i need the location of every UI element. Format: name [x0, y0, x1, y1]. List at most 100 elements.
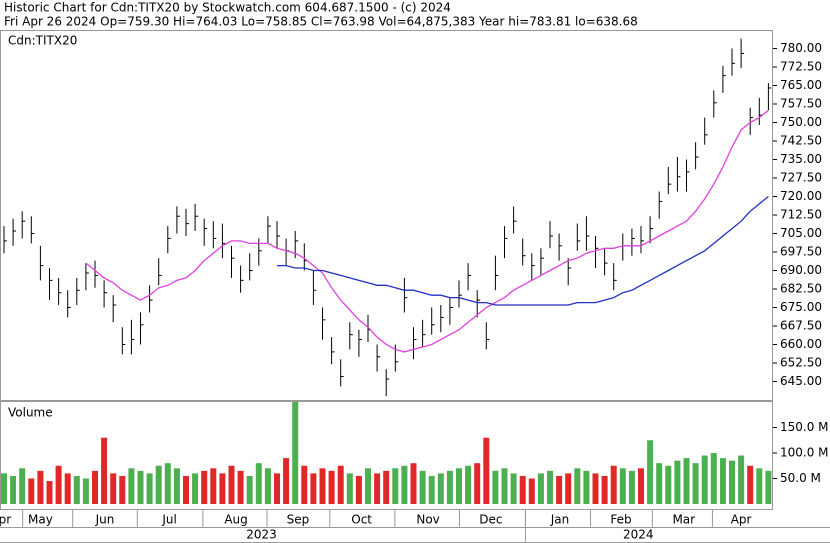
- volume-bar: [610, 465, 617, 504]
- volume-bar: [37, 470, 44, 504]
- symbol-label: Cdn:TITX20: [8, 34, 77, 48]
- volume-bar: [283, 458, 290, 504]
- volume-bar: [365, 468, 371, 504]
- volume-bar: [1, 473, 7, 504]
- volume-bar: [765, 470, 772, 504]
- volume-bar: [55, 465, 62, 504]
- y-tick-label: 742.50: [780, 134, 822, 148]
- chart-title: Historic Chart for Cdn:TITX20 by Stockwa…: [4, 1, 451, 15]
- volume-bar: [82, 478, 89, 504]
- volume-bar: [656, 463, 663, 504]
- volume-bar: [328, 470, 335, 504]
- volume-bar: [292, 402, 299, 504]
- y-tick-label: 765.00: [780, 78, 822, 92]
- volume-bar: [146, 473, 153, 504]
- volume-bar: [483, 437, 490, 504]
- volume-bar: [274, 473, 280, 504]
- y-tick-label: 780.00: [780, 41, 822, 55]
- volume-tick-label: 150.0 M: [780, 420, 829, 434]
- volume-panel: [0, 401, 773, 510]
- y-tick-label: 690.00: [780, 263, 822, 277]
- volume-bar: [756, 468, 763, 504]
- volume-bar: [128, 468, 135, 504]
- y-tick-label: 712.50: [780, 208, 822, 222]
- volume-bar: [719, 458, 726, 504]
- volume-bar: [264, 468, 271, 504]
- volume-bar: [201, 470, 208, 504]
- volume-bar: [665, 465, 672, 504]
- volume-bar: [528, 478, 535, 504]
- volume-bar: [537, 473, 544, 504]
- volume-bar: [419, 470, 426, 504]
- volume-bar: [501, 468, 508, 504]
- x-tick-label: Aug: [224, 513, 247, 527]
- volume-bar: [355, 475, 362, 504]
- volume-bar: [401, 465, 408, 504]
- volume-bar: [638, 468, 644, 504]
- x-tick-label: Dec: [479, 513, 502, 527]
- y-tick-label: 757.50: [780, 97, 822, 111]
- volume-bar: [73, 475, 80, 504]
- volume-bar: [683, 458, 690, 504]
- x-tick-label: Jan: [550, 513, 570, 527]
- year-label: 2023: [246, 528, 277, 542]
- volume-bar: [465, 465, 472, 504]
- volume-bar: [173, 468, 180, 504]
- volume-bar: [519, 475, 526, 504]
- x-tick-label: May: [28, 513, 53, 527]
- volume-bar: [510, 473, 517, 504]
- volume-bar: [747, 465, 754, 504]
- y-tick-label: 645.00: [780, 374, 822, 388]
- volume-bar: [219, 473, 226, 504]
- volume-bar: [710, 453, 717, 504]
- volume-bar: [101, 437, 108, 504]
- volume-bar: [692, 463, 699, 504]
- volume-bar: [164, 463, 171, 504]
- volume-bar: [647, 440, 654, 504]
- price-panel: [0, 30, 773, 401]
- volume-bar: [492, 470, 499, 504]
- y-tick-label: 697.50: [780, 245, 822, 259]
- x-tick-label: Sep: [287, 513, 310, 527]
- volume-bar: [456, 468, 462, 504]
- volume-bar: [583, 470, 590, 504]
- volume-bar: [337, 465, 344, 504]
- volume-bar: [474, 463, 481, 504]
- volume-bar: [383, 470, 390, 504]
- volume-bar: [601, 475, 608, 504]
- volume-bar: [556, 475, 563, 504]
- x-tick-label: Mar: [672, 513, 695, 527]
- volume-bar: [592, 473, 599, 504]
- volume-bar: [228, 465, 235, 504]
- volume-bar: [137, 470, 144, 504]
- volume-label: Volume: [8, 406, 53, 420]
- volume-bar: [192, 473, 199, 504]
- y-tick-label: 750.00: [780, 115, 822, 129]
- volume-tick-label: 100.0 M: [780, 446, 829, 460]
- volume-bar: [619, 468, 626, 504]
- x-tick-label: Jun: [95, 513, 115, 527]
- x-tick-label: Oct: [351, 513, 372, 527]
- x-tick-label: Apr: [731, 513, 752, 527]
- year-label: 2024: [623, 528, 654, 542]
- volume-bar: [446, 470, 453, 504]
- volume-tick-label: 50.0 M: [780, 471, 821, 485]
- volume-bar: [237, 470, 244, 504]
- volume-bar: [410, 463, 417, 504]
- volume-bar: [28, 478, 35, 504]
- volume-bar: [301, 465, 308, 504]
- x-tick-label: Feb: [610, 513, 631, 527]
- y-tick-label: 675.00: [780, 300, 822, 314]
- volume-bar: [574, 468, 581, 504]
- y-tick-label: 705.00: [780, 226, 822, 240]
- volume-bar: [547, 470, 553, 504]
- volume-bar: [674, 460, 681, 504]
- volume-bar: [10, 475, 17, 504]
- y-tick-label: 720.00: [780, 189, 822, 203]
- volume-bar: [92, 470, 98, 504]
- x-tick-label: Nov: [416, 513, 439, 527]
- volume-bar: [346, 473, 353, 504]
- moving-average: [277, 195, 769, 306]
